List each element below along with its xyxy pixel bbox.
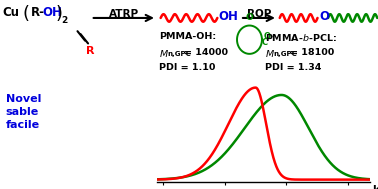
Text: logM: logM: [372, 185, 378, 189]
Text: PMMA-$\it{b}$-PCL:: PMMA-$\it{b}$-PCL:: [265, 32, 336, 43]
Text: R: R: [86, 46, 94, 56]
Text: = 14000: = 14000: [184, 48, 228, 57]
Text: PDI = 1.10: PDI = 1.10: [159, 63, 215, 72]
Text: 2: 2: [62, 16, 68, 25]
Text: $\it{M}$: $\it{M}$: [265, 48, 274, 59]
Text: (: (: [23, 5, 30, 23]
Text: O: O: [264, 32, 271, 41]
Text: OH: OH: [42, 6, 62, 19]
Text: PDI = 1.34: PDI = 1.34: [265, 63, 321, 72]
Text: n,GPC: n,GPC: [274, 51, 297, 57]
Text: = 18100: = 18100: [290, 48, 335, 57]
Text: O: O: [246, 13, 253, 22]
Text: OH: OH: [218, 10, 239, 23]
Text: $\it{M}$: $\it{M}$: [159, 48, 169, 59]
Text: PMMA-OH:: PMMA-OH:: [159, 32, 216, 41]
Text: ROP: ROP: [247, 9, 271, 19]
Text: C: C: [261, 38, 267, 47]
Text: Cu: Cu: [2, 6, 19, 19]
Text: ATRP: ATRP: [109, 9, 139, 19]
Text: ): ): [56, 5, 63, 23]
Text: O: O: [319, 10, 329, 23]
Text: R-: R-: [31, 6, 45, 19]
Text: n,GPC: n,GPC: [168, 51, 192, 57]
Text: Novel
sable
facile: Novel sable facile: [6, 94, 41, 130]
